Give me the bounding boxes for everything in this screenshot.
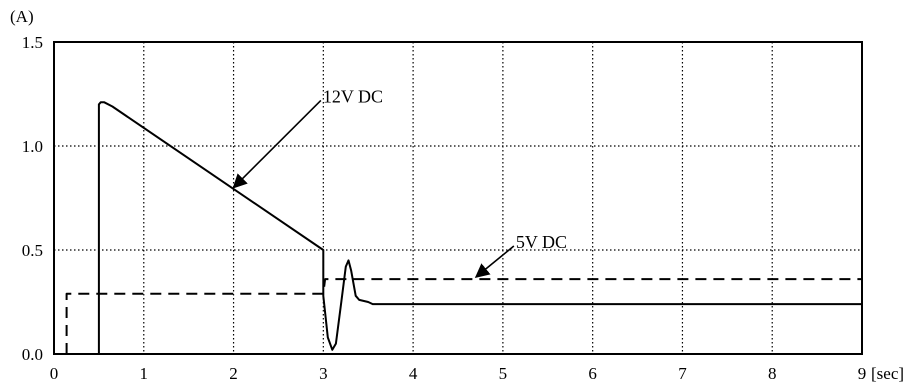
tick-labels: 0 1 2 3 4 5 6 7 8 9 0.0 0.5 1.0 1.5 [22,33,867,383]
y-tick-label: 1.0 [22,137,43,156]
x-tick-label: 0 [50,364,59,383]
x-tick-label: 1 [140,364,149,383]
x-tick-label: 4 [409,364,418,383]
y-tick-label: 0.5 [22,241,43,260]
series-line-5v-dc [65,278,862,354]
x-tick-label: 7 [678,364,687,383]
annotation-arrow [232,99,322,189]
x-axis-unit-label: [sec] [871,364,904,383]
series-line-12v-dc [97,101,862,354]
series-lines [65,101,862,354]
y-tick-label: 1.5 [22,33,43,52]
y-axis-unit-label: (A) [10,7,34,26]
plot-area-frame [53,41,863,355]
x-tick-label: 6 [588,364,597,383]
x-tick-label: 3 [319,364,328,383]
y-tick-label: 0.0 [22,345,43,364]
annotation-arrow [474,245,515,278]
grid-lines [54,42,862,354]
x-tick-label: 8 [768,364,777,383]
x-tick-label: 2 [229,364,238,383]
annotation-label: 12V DC [323,86,383,106]
annotation-label: 5V DC [516,232,567,252]
x-tick-label: 5 [499,364,508,383]
x-tick-label: 9 [858,364,867,383]
annotations: 12V DC 5V DC [232,86,567,278]
